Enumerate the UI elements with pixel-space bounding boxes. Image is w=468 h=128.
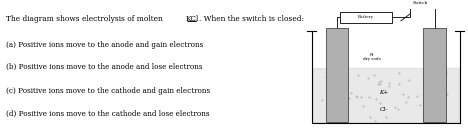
Bar: [424, 28, 446, 122]
Text: . When the switch is closed:: . When the switch is closed:: [199, 15, 304, 23]
Text: The diagram shows electrolysis of molten: The diagram shows electrolysis of molten: [6, 15, 165, 23]
Text: Cl-: Cl-: [380, 107, 388, 112]
Text: K+: K+: [380, 90, 388, 95]
Text: (c) Positive ions move to the cathode and gain electrons: (c) Positive ions move to the cathode an…: [6, 87, 210, 95]
Text: KCl: KCl: [185, 15, 198, 23]
Bar: [340, 12, 392, 23]
Text: dry rods: dry rods: [363, 57, 380, 61]
Text: (d) Positive ions move to the cathode and lose electrons: (d) Positive ions move to the cathode an…: [6, 110, 210, 118]
Text: Switch: Switch: [412, 1, 428, 5]
Text: (a) Positive ions move to the anode and gain electrons: (a) Positive ions move to the anode and …: [6, 41, 203, 49]
Text: (b) Positive ions move to the anode and lose electrons: (b) Positive ions move to the anode and …: [6, 63, 203, 71]
Text: Battery: Battery: [358, 15, 374, 19]
Bar: [326, 28, 348, 122]
Text: Pt: Pt: [369, 53, 374, 57]
